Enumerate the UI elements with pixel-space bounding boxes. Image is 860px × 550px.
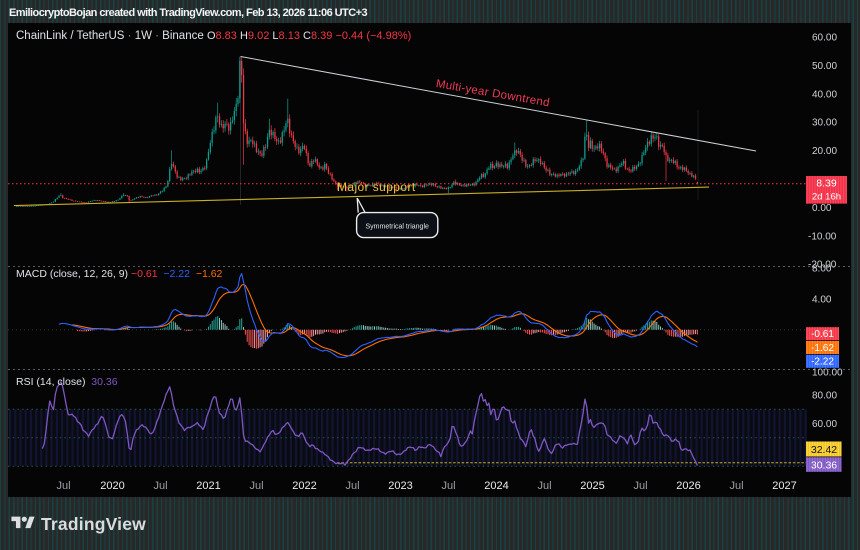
svg-text:Jul: Jul: [56, 480, 70, 492]
svg-text:Jul: Jul: [153, 480, 167, 492]
svg-text:2022: 2022: [292, 480, 316, 492]
svg-text:2024: 2024: [484, 480, 508, 492]
svg-text:50.00: 50.00: [812, 61, 837, 72]
svg-text:2d 16h: 2d 16h: [812, 192, 841, 203]
svg-text:60.00: 60.00: [812, 419, 837, 430]
svg-text:-0.61: -0.61: [811, 329, 834, 340]
svg-text:2021: 2021: [196, 480, 220, 492]
svg-text:0.00: 0.00: [812, 203, 832, 214]
svg-text:Jul: Jul: [633, 480, 647, 492]
svg-text:30.00: 30.00: [812, 118, 837, 129]
svg-text:4.00: 4.00: [812, 294, 832, 305]
svg-text:2020: 2020: [100, 480, 124, 492]
svg-text:-1.62: -1.62: [811, 343, 834, 354]
svg-text:-2.22: -2.22: [811, 357, 834, 368]
svg-text:40.00: 40.00: [812, 89, 837, 100]
svg-text:-20.00: -20.00: [808, 260, 837, 271]
svg-text:2025: 2025: [580, 480, 604, 492]
svg-text:Jul: Jul: [729, 480, 743, 492]
svg-text:100.00: 100.00: [812, 367, 843, 378]
svg-text:Jul: Jul: [441, 480, 455, 492]
svg-text:32.42: 32.42: [811, 444, 837, 456]
svg-text:Jul: Jul: [249, 480, 263, 492]
svg-text:Jul: Jul: [345, 480, 359, 492]
svg-text:20.00: 20.00: [812, 146, 837, 157]
svg-text:2026: 2026: [676, 480, 700, 492]
svg-text:80.00: 80.00: [812, 391, 837, 402]
svg-text:30.36: 30.36: [811, 460, 837, 472]
svg-text:2023: 2023: [388, 480, 412, 492]
svg-text:Jul: Jul: [537, 480, 551, 492]
svg-text:-10.00: -10.00: [808, 231, 837, 242]
svg-text:8.00: 8.00: [812, 263, 832, 274]
svg-text:8.39: 8.39: [816, 177, 837, 189]
svg-text:2027: 2027: [772, 480, 796, 492]
svg-text:60.00: 60.00: [812, 33, 837, 44]
